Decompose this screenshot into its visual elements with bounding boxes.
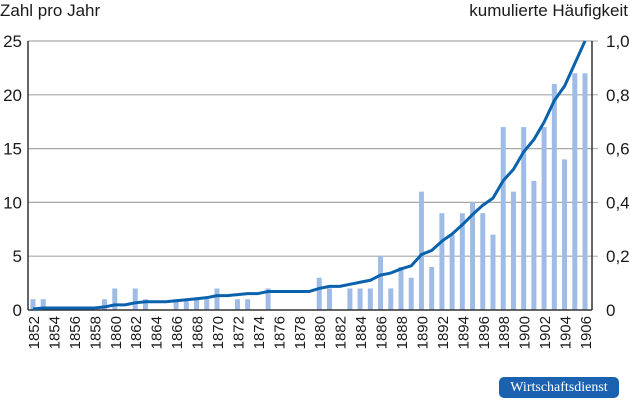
bar — [510, 191, 516, 310]
bar — [572, 73, 578, 310]
x-tick-label: 1882 — [333, 316, 350, 349]
x-tick-label: 1904 — [558, 316, 575, 349]
bar — [470, 202, 476, 310]
x-tick-label: 1872 — [230, 316, 247, 349]
bar — [459, 213, 465, 310]
left-tick-label: 20 — [3, 86, 22, 105]
source-badge: Wirtschaftsdienst — [499, 377, 619, 398]
left-axis-title: Zahl pro Jahr — [0, 1, 101, 20]
x-tick-label: 1900 — [517, 316, 534, 349]
bar — [173, 299, 179, 310]
x-tick-label: 1890 — [414, 316, 431, 349]
bar — [551, 84, 557, 310]
right-tick-label: 0,6 — [606, 140, 630, 159]
x-tick-label: 1888 — [394, 316, 411, 349]
bar — [102, 299, 108, 310]
x-tick-label: 1862 — [128, 316, 145, 349]
x-tick-label: 1874 — [251, 316, 268, 349]
bar — [112, 288, 118, 310]
left-tick-label: 10 — [3, 193, 22, 212]
bar — [398, 266, 404, 310]
x-tick-label: 1856 — [67, 316, 84, 349]
left-tick-label: 5 — [13, 247, 22, 266]
bar — [378, 256, 384, 310]
bar — [531, 180, 537, 310]
x-tick-label: 1902 — [537, 316, 554, 349]
left-tick-label: 15 — [3, 140, 22, 159]
bar — [194, 299, 200, 310]
bar — [234, 299, 240, 310]
bar — [265, 288, 271, 310]
bar — [439, 213, 445, 310]
x-tick-label: 1858 — [87, 316, 104, 349]
right-axis-title: kumulierte Häufigkeit — [469, 1, 628, 20]
x-tick-label: 1868 — [190, 316, 207, 349]
bar — [480, 213, 486, 310]
bar — [326, 288, 332, 310]
x-tick-label: 1894 — [455, 316, 472, 349]
bar — [541, 127, 547, 310]
x-tick-label: 1878 — [292, 316, 309, 349]
bar — [214, 288, 220, 310]
x-tick-label: 1860 — [108, 316, 125, 349]
bar — [388, 288, 394, 310]
right-tick-label: 1,0 — [606, 32, 630, 51]
bar — [316, 277, 322, 310]
bar — [40, 299, 46, 310]
bar — [367, 288, 373, 310]
right-tick-label: 0,4 — [606, 193, 630, 212]
right-tick-label: 0,8 — [606, 86, 630, 105]
bar — [245, 299, 251, 310]
x-tick-label: 1880 — [312, 316, 329, 349]
bar — [132, 288, 138, 310]
x-tick-label: 1852 — [26, 316, 43, 349]
bar — [418, 191, 424, 310]
x-tick-label: 1884 — [353, 316, 370, 349]
bar — [449, 234, 455, 310]
bar — [183, 299, 189, 310]
x-tick-label: 1854 — [46, 316, 63, 349]
bar — [347, 288, 353, 310]
bar — [490, 234, 496, 310]
x-tick-label: 1864 — [149, 316, 166, 349]
bar — [30, 299, 36, 310]
x-tick-label: 1892 — [435, 316, 452, 349]
x-tick-label: 1906 — [578, 316, 595, 349]
x-tick-label: 1886 — [374, 316, 391, 349]
bar — [429, 266, 435, 310]
right-tick-label: 0,2 — [606, 247, 630, 266]
bar — [142, 299, 148, 310]
x-tick-label: 1866 — [169, 316, 186, 349]
x-tick-label: 1876 — [271, 316, 288, 349]
right-tick-label: 0 — [606, 301, 615, 320]
left-tick-label: 25 — [3, 32, 22, 51]
left-tick-label: 0 — [13, 301, 22, 320]
bar — [562, 159, 568, 310]
cumulative-line — [32, 40, 587, 311]
bar — [408, 277, 414, 310]
bar — [521, 127, 527, 310]
x-tick-label: 1898 — [496, 316, 513, 349]
bar — [357, 288, 363, 310]
x-tick-label: 1870 — [210, 316, 227, 349]
bar — [582, 73, 588, 310]
x-tick-label: 1896 — [476, 316, 493, 349]
bar — [500, 127, 506, 310]
bar — [204, 299, 210, 310]
